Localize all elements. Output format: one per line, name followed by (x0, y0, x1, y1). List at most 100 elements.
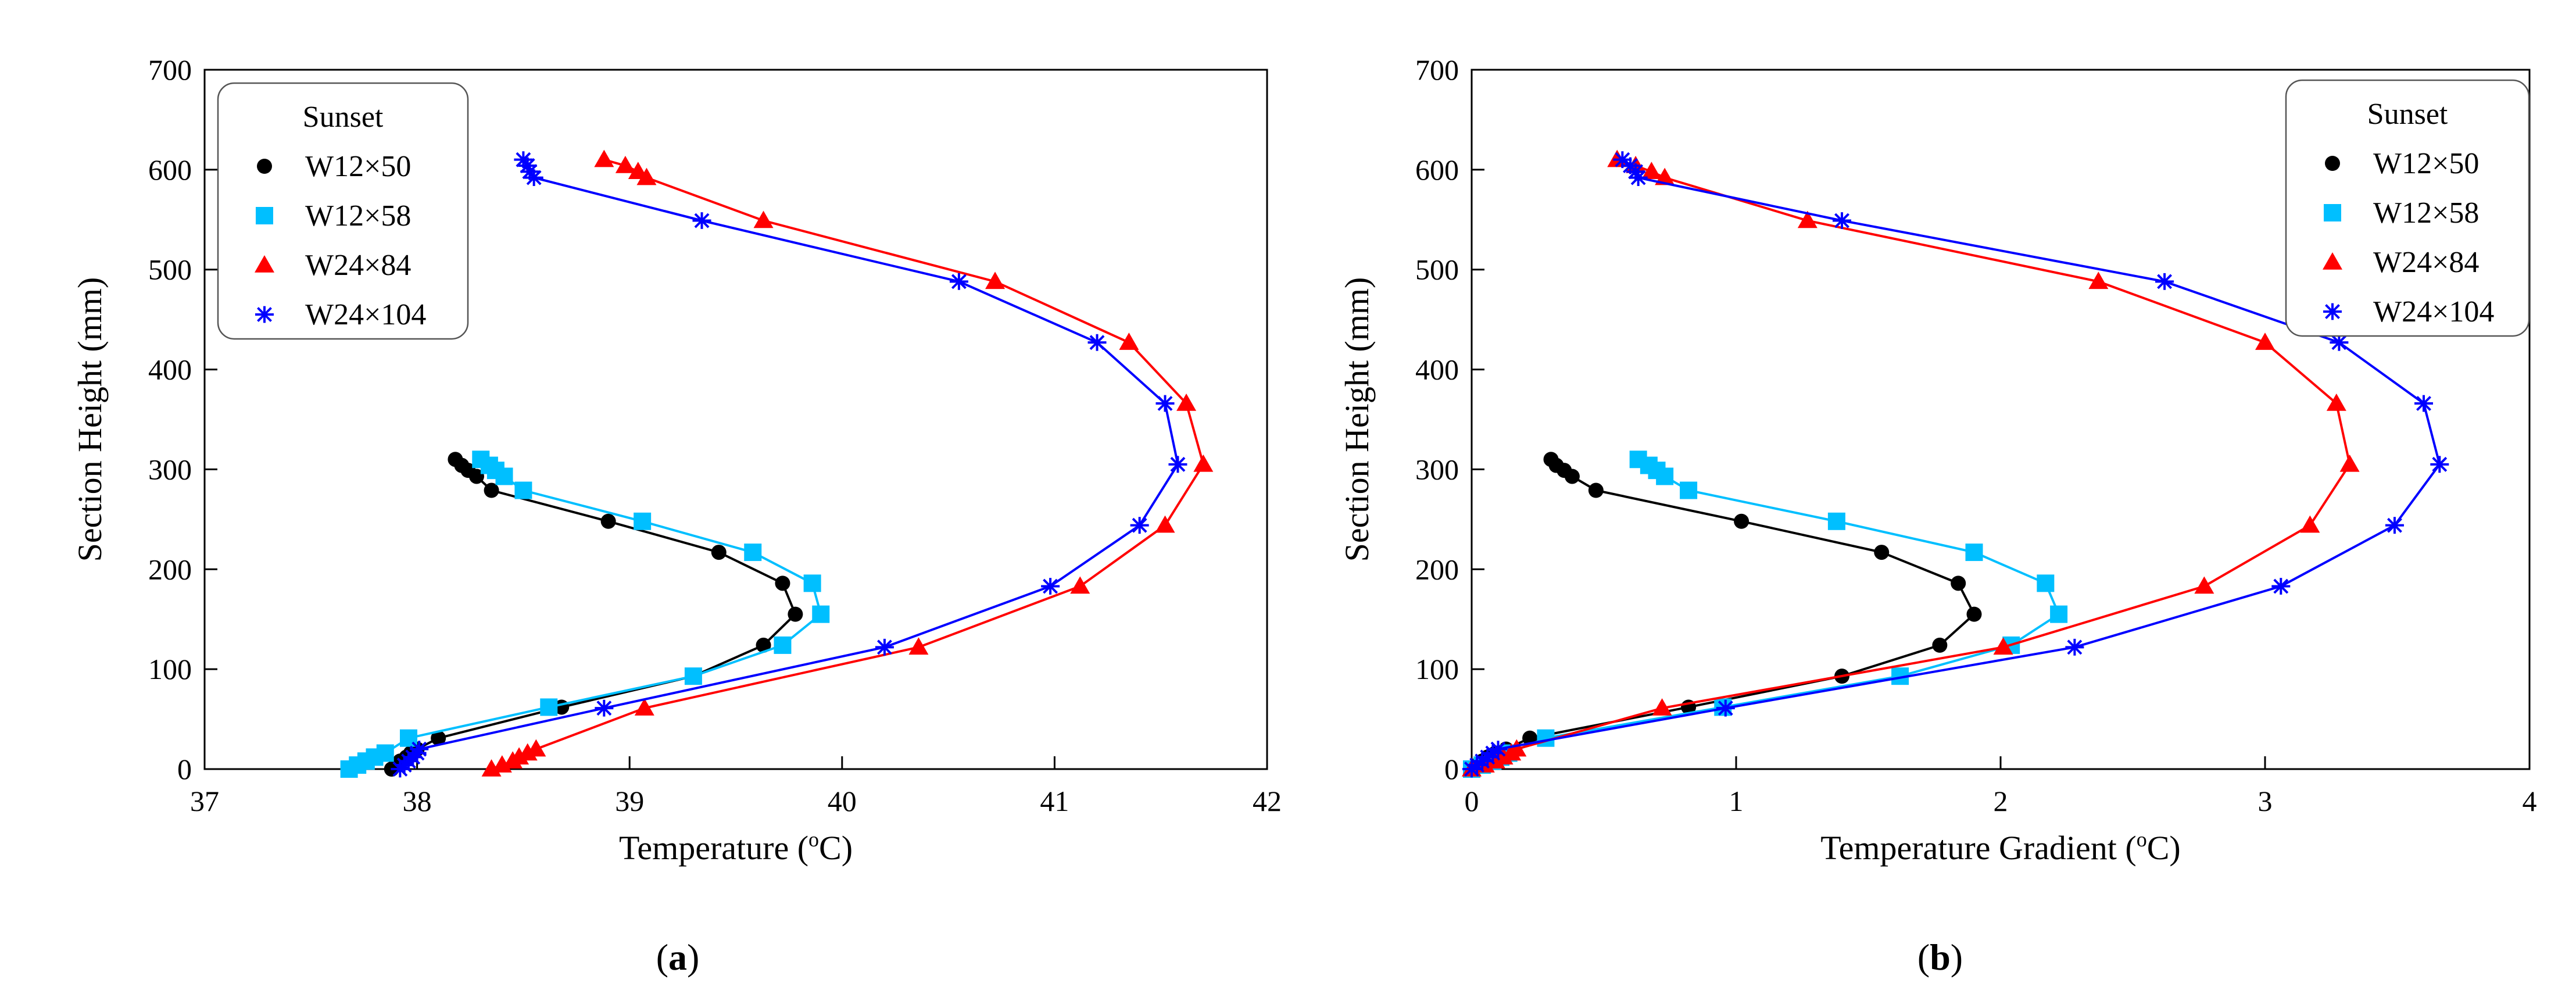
data-point-w24-84 (1155, 515, 1175, 533)
data-point-w24-84 (1652, 698, 1672, 716)
data-point-w24-84 (1176, 394, 1197, 411)
y-tick-label: 300 (148, 453, 192, 485)
data-point-w24-84 (2339, 454, 2360, 472)
data-point-w24-104 (518, 157, 537, 174)
x-tick-label: 0 (1465, 785, 1479, 817)
y-tick-label: 100 (148, 653, 192, 685)
data-point-w24-84 (1655, 167, 1675, 185)
data-point-w24-84 (2194, 576, 2214, 594)
y-tick-label: 400 (148, 353, 192, 386)
series-w24-104 (1462, 151, 2449, 778)
data-point-w24-84 (634, 698, 654, 716)
data-point-w24-84 (636, 167, 657, 185)
data-point-w24-84 (1797, 210, 1817, 228)
legend-title: Sunset (2367, 98, 2448, 131)
y-tick-label: 700 (148, 53, 192, 86)
x-tick-label: 1 (1729, 785, 1744, 817)
data-point-w12-50 (448, 452, 463, 467)
x-axis-label-text: Temperature Gradient ( (1820, 829, 2136, 867)
data-point-w24-104 (2155, 273, 2174, 290)
panel-label: (a) (656, 936, 700, 978)
panel-label: (b) (1917, 936, 1963, 978)
data-point-w24-104 (1155, 395, 1175, 412)
data-point-w24-84 (1070, 576, 1090, 594)
x-axis-label-superscript: o (2137, 828, 2147, 851)
data-point-w12-50 (1966, 606, 1982, 622)
data-point-w12-58 (634, 512, 652, 530)
data-point-w24-84 (2300, 515, 2320, 533)
x-tick-label: 4 (2523, 785, 2537, 817)
legend-label-w12-50: W12×50 (305, 150, 411, 183)
data-point-w24-104 (1087, 334, 1107, 351)
panel-label-open: ( (1917, 936, 1930, 978)
data-point-w24-104 (1613, 151, 1632, 169)
data-point-w12-50 (1874, 545, 1890, 560)
series-w12-58 (340, 451, 830, 778)
series-w24-84 (481, 149, 1214, 777)
x-axis-label: Temperature (oC) (619, 828, 853, 867)
data-point-w24-84 (615, 155, 635, 173)
panel-label-letter: a (668, 936, 687, 978)
data-point-w12-50 (1951, 576, 1966, 591)
y-tick-label: 500 (1415, 253, 1459, 286)
data-point-w24-84 (628, 162, 648, 180)
data-point-w24-104 (1168, 456, 1187, 473)
x-axis-label-text: Temperature ( (619, 829, 808, 867)
y-tick-label: 300 (1415, 453, 1459, 485)
y-tick-label: 400 (1415, 353, 1459, 386)
x-axis-label-unit: C) (2147, 829, 2181, 867)
y-tick-label: 500 (148, 253, 192, 286)
data-point-w12-58 (376, 744, 394, 762)
data-point-w24-104 (1629, 169, 1648, 187)
data-point-w12-58 (684, 667, 702, 685)
legend-label-w12-58: W12×58 (2373, 196, 2479, 230)
data-point-w24-104 (2065, 638, 2084, 656)
data-point-w24-104 (2414, 395, 2433, 412)
legend-label-w24-84: W24×84 (305, 249, 411, 282)
chart-panel-b: 0 1 2 3 4 0 100 200 300 400 500 600 700 Temperature G… (1338, 53, 2537, 978)
data-point-w12-50 (600, 513, 616, 529)
data-point-w24-84 (908, 637, 929, 655)
data-point-w12-58 (812, 605, 830, 623)
panel-label-letter: b (1930, 936, 1951, 978)
panel-label-close: ) (687, 936, 699, 978)
data-point-w12-58 (1827, 512, 1845, 530)
legend-label-w12-58: W12×58 (305, 199, 411, 233)
plot-frame (203, 69, 1268, 770)
data-point-w12-50 (775, 576, 790, 591)
data-point-w12-50 (484, 482, 499, 498)
legend-marker-w12-58 (2324, 204, 2341, 221)
data-point-w24-104 (1621, 157, 1640, 174)
data-point-w24-104 (407, 745, 427, 762)
data-point-w12-58 (2050, 605, 2068, 623)
data-point-w24-84 (2088, 271, 2109, 289)
legend-label-w24-84: W24×84 (2373, 246, 2479, 279)
y-tick-label: 100 (1415, 653, 1459, 685)
data-point-w12-58 (1965, 544, 1983, 562)
y-axis-label: Section Height (mm) (1338, 277, 1376, 562)
data-point-w24-104 (514, 151, 533, 169)
legend-label-w12-50: W12×50 (2373, 147, 2479, 180)
y-tick-label: 0 (1444, 753, 1459, 785)
x-tick-label: 42 (1253, 785, 1282, 817)
data-point-w12-58 (1629, 451, 1647, 469)
x-axis-label: Temperature Gradient (oC) (1820, 828, 2180, 867)
data-point-w24-104 (595, 699, 614, 717)
legend-marker-w24-104 (255, 306, 274, 323)
data-point-w12-58 (540, 698, 558, 716)
series-w24-104 (391, 151, 1187, 778)
data-point-w24-84 (1193, 454, 1214, 472)
data-point-w24-84 (594, 149, 614, 167)
data-point-w24-84 (526, 739, 546, 757)
data-point-w12-50 (431, 730, 446, 746)
data-point-w12-50 (711, 545, 727, 560)
data-point-w12-58 (774, 636, 792, 654)
legend-marker-w24-104 (2323, 303, 2342, 320)
data-point-w24-104 (2430, 456, 2449, 473)
data-point-w24-104 (1489, 741, 1508, 758)
legend-label-w24-104: W24×104 (2373, 295, 2494, 328)
data-point-w24-84 (2326, 394, 2346, 411)
legend-marker-w24-84 (2323, 252, 2342, 270)
data-point-w24-104 (949, 273, 968, 290)
